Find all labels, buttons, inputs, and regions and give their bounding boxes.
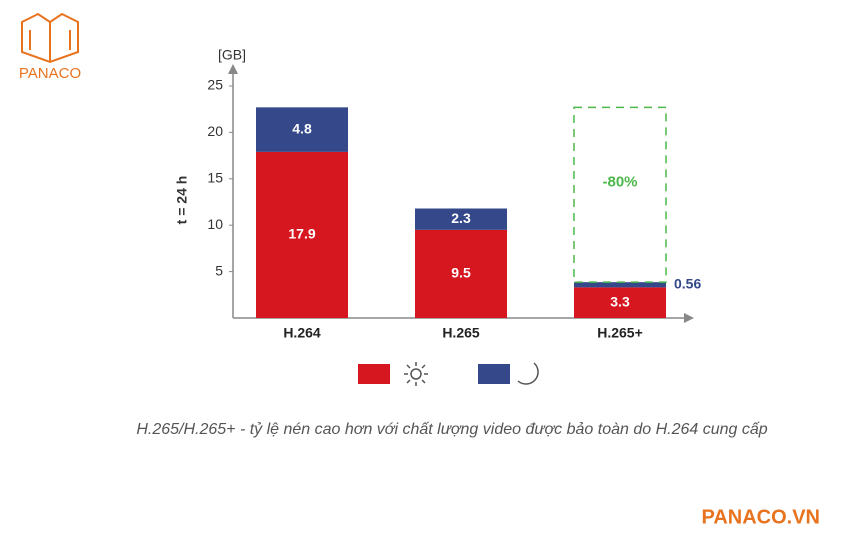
y-arrow (228, 64, 238, 74)
y-tick-label: 25 (207, 77, 223, 93)
bar-segment (415, 229, 507, 318)
value-label: 3.3 (610, 293, 630, 309)
y-tick-label: 20 (207, 123, 223, 139)
value-label: 17.9 (288, 226, 315, 242)
x-arrow (684, 313, 694, 323)
y-tick-label: 10 (207, 216, 223, 232)
logo-icon (21, 12, 79, 64)
reduction-box (573, 106, 667, 283)
moon-icon (517, 362, 539, 385)
legend-swatch (358, 364, 390, 384)
y-axis-label: t = 24 h (174, 176, 190, 225)
caption: H.265/H.265+ - tỷ lệ nén cao hơn với chấ… (136, 421, 767, 438)
x-tick-label: H.265+ (597, 325, 643, 341)
logo-text: PANACO (19, 65, 81, 82)
bar-segment (574, 287, 666, 318)
x-tick-label: H.265 (442, 325, 480, 341)
value-label: 0.56 (674, 275, 701, 291)
footer: PANACO.VN (701, 506, 820, 528)
bar-segment (415, 208, 507, 230)
y-tick-label: 15 (207, 170, 223, 186)
bar-segment (256, 151, 348, 318)
sun-icon (404, 362, 428, 386)
value-label: 9.5 (451, 265, 471, 281)
annotation: -80% (602, 174, 637, 191)
x-tick-label: H.264 (283, 325, 321, 341)
value-label: 4.8 (292, 120, 312, 136)
value-label: 2.3 (451, 210, 471, 226)
legend-swatch (478, 364, 510, 384)
y-tick-label: 5 (215, 262, 223, 278)
bar-segment (256, 107, 348, 152)
y-unit: [GB] (218, 47, 246, 63)
bar-segment (574, 282, 666, 288)
